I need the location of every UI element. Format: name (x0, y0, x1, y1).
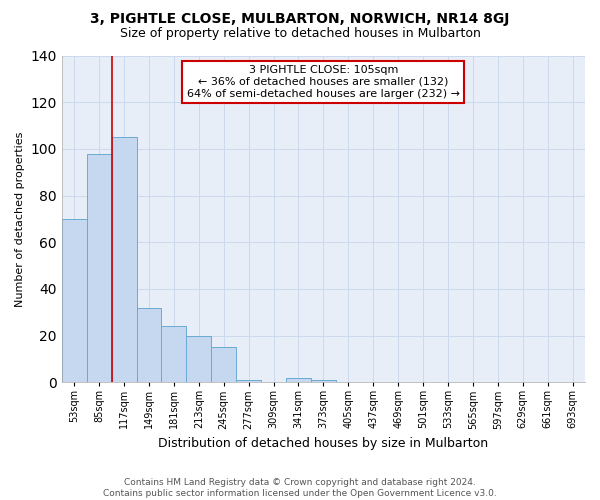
Text: Size of property relative to detached houses in Mulbarton: Size of property relative to detached ho… (119, 28, 481, 40)
Text: 3 PIGHTLE CLOSE: 105sqm
← 36% of detached houses are smaller (132)
64% of semi-d: 3 PIGHTLE CLOSE: 105sqm ← 36% of detache… (187, 66, 460, 98)
Bar (62, 219, 87, 382)
Bar (211, 347, 236, 382)
Bar (311, 380, 336, 382)
Bar (236, 380, 261, 382)
Text: Contains HM Land Registry data © Crown copyright and database right 2024.
Contai: Contains HM Land Registry data © Crown c… (103, 478, 497, 498)
Text: 3, PIGHTLE CLOSE, MULBARTON, NORWICH, NR14 8GJ: 3, PIGHTLE CLOSE, MULBARTON, NORWICH, NR… (91, 12, 509, 26)
Bar (286, 378, 311, 382)
X-axis label: Distribution of detached houses by size in Mulbarton: Distribution of detached houses by size … (158, 437, 488, 450)
Bar (187, 336, 211, 382)
Bar (112, 137, 137, 382)
Bar (161, 326, 187, 382)
Bar (87, 154, 112, 382)
Y-axis label: Number of detached properties: Number of detached properties (15, 131, 25, 306)
Bar (137, 308, 161, 382)
